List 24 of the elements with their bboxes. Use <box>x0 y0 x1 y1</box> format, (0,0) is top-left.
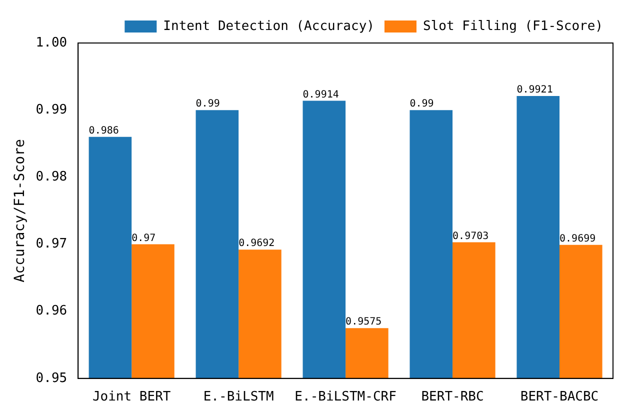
y-tick-label: 0.95 <box>36 370 68 386</box>
y-axis-title: Accuracy/F1-Score <box>12 139 28 282</box>
data-label: 0.9575 <box>346 316 382 328</box>
y-tick-label: 1.00 <box>36 35 68 50</box>
data-label: 0.9699 <box>560 234 596 245</box>
data-label: 0.9703 <box>452 230 489 242</box>
data-label: 0.99 <box>410 98 434 110</box>
data-label: 0.9692 <box>238 238 275 250</box>
legend-label: Intent Detection (Accuracy) <box>163 18 374 34</box>
data-label: 0.9921 <box>516 84 553 96</box>
x-tick-label: E.-BiLSTM-CRF <box>294 390 397 405</box>
y-tick-label: 0.98 <box>36 170 68 185</box>
x-tick-label: BERT-RBC <box>421 390 484 405</box>
y-tick-label: 0.96 <box>36 304 68 319</box>
data-label: 0.99 <box>196 98 220 110</box>
x-tick-label: BERT-BACBC <box>520 390 599 405</box>
data-label: 0.97 <box>132 232 156 244</box>
data-label: 0.986 <box>88 126 119 137</box>
y-tick-label: 0.97 <box>36 236 68 252</box>
y-tick-label: 0.99 <box>36 102 68 118</box>
x-tick-label: E.-BiLSTM <box>203 390 274 405</box>
data-label: 0.9914 <box>302 89 339 100</box>
legend-label: Slot Filling (F1-Score) <box>422 18 603 34</box>
x-tick-label: Joint BERT <box>92 390 171 405</box>
